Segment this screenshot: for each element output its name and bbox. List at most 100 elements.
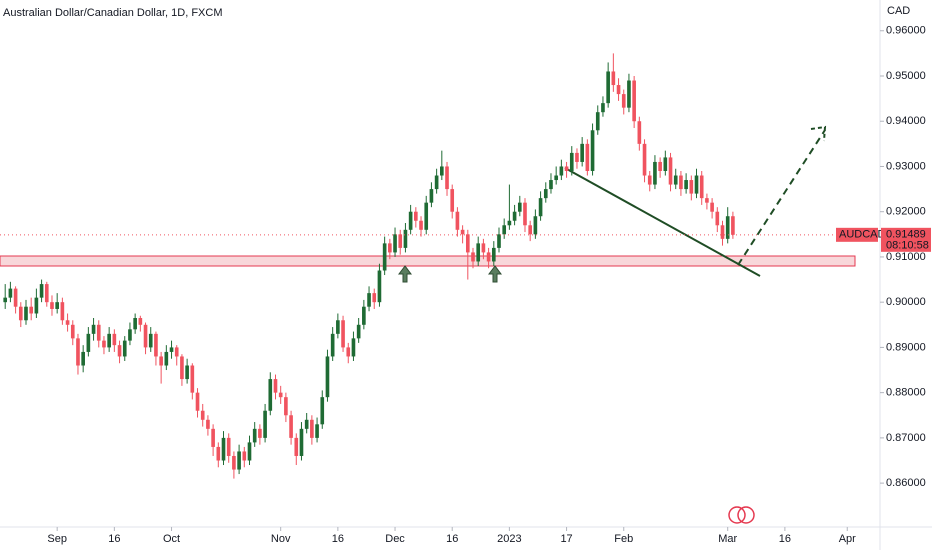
candle-body	[86, 333, 91, 352]
candle-body	[590, 130, 595, 171]
candle-body	[128, 329, 132, 341]
candle-body	[70, 324, 75, 339]
candle-body	[138, 318, 143, 325]
y-tick-label: 0.95000	[886, 70, 926, 82]
candle-body	[195, 392, 200, 411]
candle-body	[632, 80, 636, 122]
candle-body	[50, 302, 54, 309]
candle-body	[455, 211, 460, 230]
candle-body	[663, 157, 668, 171]
x-tick-label: Dec	[385, 533, 405, 545]
candle-body	[637, 121, 642, 144]
candle-body	[445, 166, 449, 190]
candle-body	[330, 333, 335, 357]
candle-body	[200, 410, 205, 420]
x-tick-label: 17	[560, 533, 572, 545]
symbol-label: AUDCAD	[839, 229, 886, 241]
candle-body	[367, 293, 371, 307]
y-tick-label: 0.87000	[886, 432, 926, 444]
candle-body	[143, 324, 148, 348]
candle-body	[481, 243, 486, 253]
candle-body	[601, 103, 605, 113]
candle-body	[273, 379, 278, 393]
candle-body	[76, 338, 80, 366]
candle-body	[715, 211, 720, 226]
x-tick-label: Sep	[47, 533, 67, 545]
candle-body	[216, 446, 221, 461]
candle-body	[699, 175, 704, 199]
y-tick-label: 0.91000	[886, 251, 926, 263]
candle-body	[65, 320, 70, 325]
candle-body	[705, 198, 709, 203]
candle-body	[611, 71, 616, 86]
symbol-box	[836, 227, 878, 242]
logo	[728, 506, 755, 524]
candle-body	[549, 180, 553, 190]
support-zone	[0, 255, 856, 267]
y-tick-label: 0.89000	[886, 341, 926, 353]
candle-body	[341, 320, 345, 348]
candle-body	[315, 424, 319, 438]
candle-body	[29, 306, 34, 314]
candle-body	[606, 71, 610, 104]
candle-body	[679, 175, 683, 190]
candle-body	[460, 229, 465, 235]
candle-body	[13, 288, 18, 307]
candle-body	[336, 320, 340, 334]
candle-body	[621, 94, 626, 108]
candle-body	[102, 340, 106, 348]
candle-body	[159, 356, 163, 366]
candle-body	[60, 302, 65, 321]
y-tick-label: 0.92000	[886, 206, 926, 218]
candle-body	[242, 451, 247, 461]
candle-body	[18, 306, 23, 321]
x-tick-label: Mar	[718, 533, 737, 545]
candle-body	[24, 306, 28, 321]
candle-body	[154, 333, 158, 357]
candle-body	[429, 189, 434, 203]
candle-body	[512, 211, 517, 221]
candle-body	[174, 347, 179, 357]
candle-body	[580, 143, 584, 162]
candle-body	[502, 225, 507, 235]
candle-body	[278, 392, 283, 398]
candle-body	[34, 297, 39, 314]
candle-body	[252, 428, 257, 443]
candle-body	[237, 451, 241, 470]
candle-body	[440, 166, 444, 176]
candle-body	[517, 202, 522, 212]
candle-body	[247, 442, 252, 461]
candle-body	[107, 333, 111, 348]
candle-body	[564, 166, 569, 171]
candle-body	[647, 175, 652, 185]
candle-body	[434, 175, 439, 190]
candle-body	[258, 428, 262, 438]
projection-arrowhead	[810, 125, 827, 142]
candle-body	[388, 243, 392, 253]
candle-body	[372, 293, 377, 303]
candle-body	[81, 351, 85, 366]
x-tick-label: Apr	[839, 533, 856, 545]
candle-body	[414, 211, 418, 221]
candle-body	[559, 166, 564, 176]
last-price-label: 0.91489	[886, 229, 926, 241]
candle-body	[393, 234, 397, 253]
candle-body	[465, 234, 470, 253]
candle-body	[554, 175, 558, 181]
candle-body	[419, 220, 423, 230]
price-box	[881, 227, 931, 252]
y-tick-label: 0.88000	[886, 387, 926, 399]
chart-title: Australian Dollar/Canadian Dollar, 1D, F…	[3, 7, 222, 19]
candle-body	[497, 234, 501, 248]
candle-body	[117, 345, 122, 357]
y-tick-label: 0.94000	[886, 115, 926, 127]
x-tick-label: Nov	[271, 533, 291, 545]
candle-body	[486, 252, 491, 262]
candle-body	[627, 80, 631, 108]
candle-body	[642, 143, 647, 176]
candle-body	[362, 306, 366, 325]
candle-body	[289, 415, 293, 438]
y-tick-label: 0.86000	[886, 477, 926, 489]
